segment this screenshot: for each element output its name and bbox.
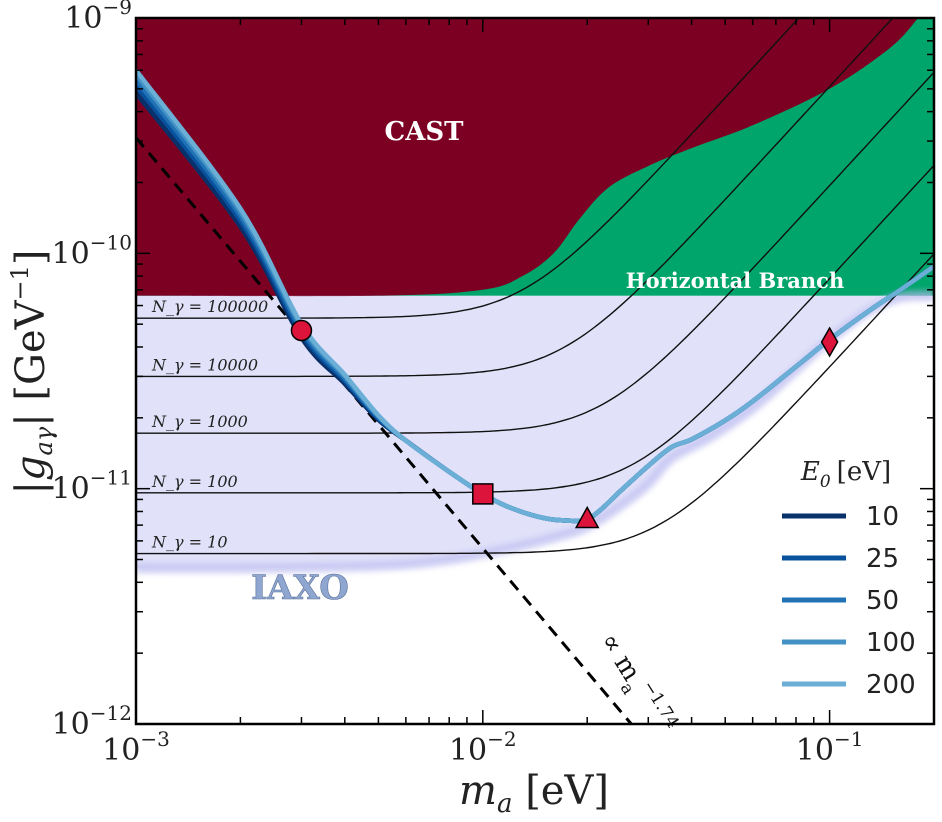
- x-axis-title: ma [eV]: [459, 768, 609, 819]
- marker-square: [472, 483, 494, 505]
- n-gamma-curve: [136, 71, 934, 434]
- legend-label-50: 50: [866, 586, 899, 616]
- axis-tick-labels: 10−3 10−2 10−1 10−12 10−11 10−10 10−9: [52, 0, 864, 768]
- n-gamma-curve: [136, 18, 894, 378]
- n-gamma-label: N_γ = 1000: [151, 412, 248, 431]
- y-axis-title: |gaγ| [GeV−1]: [6, 249, 58, 494]
- axes-frame: [134, 16, 936, 726]
- svg-text:|gaγ| [GeV−1]: |gaγ| [GeV−1]: [6, 249, 58, 494]
- x-tick-label: 10−2: [449, 727, 517, 768]
- n-gamma-label: N_γ = 100000: [151, 297, 268, 316]
- legend-title-unit: [eV]: [837, 457, 891, 487]
- y-tick-label: 10−11: [52, 466, 132, 507]
- legend-items: 10 25 50 100 200: [782, 502, 916, 700]
- n-gamma-curve: [136, 253, 934, 555]
- n-gamma-curve: [136, 18, 800, 319]
- x-tick-label: 10−1: [796, 727, 864, 768]
- horizontal-branch-label: Horizontal Branch: [626, 268, 844, 293]
- n-gamma-label: N_γ = 10000: [151, 355, 258, 374]
- legend-title-main: E: [800, 457, 820, 487]
- n-gamma-label: N_γ = 10: [151, 533, 228, 552]
- marker-circle: [290, 319, 313, 342]
- markers: [290, 319, 839, 529]
- legend-title-sub: 0: [820, 472, 831, 492]
- plot-area: [136, 18, 934, 724]
- axis-ticks: [135, 18, 935, 725]
- cast-label: CAST: [385, 117, 465, 147]
- marker-triangle: [574, 505, 600, 529]
- legend-label-200: 200: [866, 670, 916, 700]
- legend-label-25: 25: [866, 544, 899, 574]
- power-law-line: [136, 136, 633, 724]
- legend-label-10: 10: [866, 502, 899, 532]
- marker-diamond: [820, 326, 839, 358]
- n-gamma-labels: N_γ = 100000 N_γ = 10000 N_γ = 1000 N_γ = 1…: [151, 297, 268, 551]
- iaxo-label: IAXO: [251, 568, 349, 608]
- y-tick-label: 10−9: [64, 0, 132, 36]
- n-gamma-curves: [136, 18, 934, 555]
- y-tick-label: 10−10: [52, 230, 132, 271]
- n-gamma-curve: [136, 164, 934, 494]
- legend-title: E0 [eV]: [800, 457, 891, 492]
- n-gamma-label: N_γ = 100: [151, 472, 238, 491]
- cast-region: [136, 18, 919, 297]
- x-tick-label: 10−3: [102, 727, 170, 768]
- legend: E0 [eV] 10 25 50 100 200: [782, 457, 916, 700]
- y-tick-label: 10−12: [52, 701, 132, 742]
- legend-label-100: 100: [866, 628, 916, 658]
